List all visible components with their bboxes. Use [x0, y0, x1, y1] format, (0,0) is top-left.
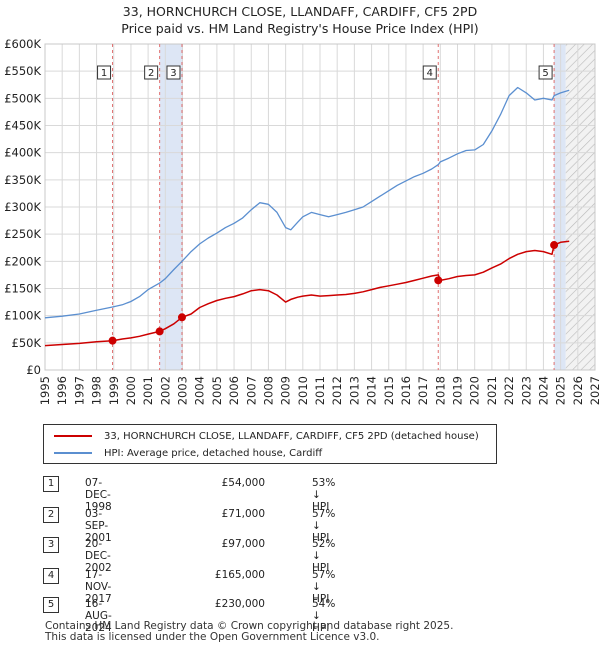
- series-line-property: [44, 240, 570, 347]
- price-chart: £0 £50K £100K £150K £200K £250K £300K £350K £400…: [4, 37, 600, 405]
- x-tick-label: 2015: [382, 376, 396, 405]
- transaction-date: 03-SEP-2001: [85, 508, 112, 544]
- legend-swatch-property: [54, 435, 92, 437]
- x-tick-label: 2026: [571, 376, 585, 405]
- sale-number-box: [97, 65, 112, 80]
- chart-title: 33, HORNCHURCH CLOSE, LLANDAFF, CARDIFF,…: [0, 3, 600, 37]
- sale-number-box: [144, 65, 159, 80]
- transaction-date: 16-AUG-2024: [85, 598, 112, 634]
- x-tick-label: 2001: [141, 376, 155, 405]
- x-tick-label: 2013: [347, 376, 361, 405]
- x-tick-label: 2004: [193, 376, 207, 405]
- x-tick-label: 2005: [210, 376, 224, 405]
- y-tick-label: £550K: [4, 64, 41, 78]
- footer-line-2: This data is licensed under the Open Gov…: [45, 631, 380, 643]
- title-line-2: Price paid vs. HM Land Registry's House …: [121, 21, 479, 36]
- legend-label-hpi: HPI: Average price, detached house, Card…: [104, 447, 323, 459]
- sale-point: [434, 276, 443, 285]
- x-tick-label: 1996: [55, 376, 69, 405]
- x-tick-label: 1998: [90, 376, 104, 405]
- x-tick-label: 2023: [519, 376, 533, 405]
- sale-point: [155, 327, 164, 336]
- x-tick-label: 2020: [468, 376, 482, 405]
- y-tick-label: £100K: [4, 309, 41, 323]
- x-tick-label: 2025: [554, 376, 568, 405]
- transaction-number: 4: [43, 568, 59, 584]
- transaction-date: 07-DEC-1998: [85, 477, 112, 513]
- transaction-number: 3: [43, 537, 59, 553]
- sale-number-label: 5: [542, 68, 548, 79]
- transaction-number: 5: [43, 597, 59, 613]
- x-tick-label: 2012: [330, 376, 344, 405]
- sale-point: [108, 336, 117, 345]
- x-tick-label: 2002: [158, 376, 172, 405]
- y-tick-label: £600K: [4, 37, 41, 51]
- x-tick-label: 2011: [313, 376, 327, 405]
- sale-point: [177, 313, 186, 322]
- sale-number-label: 4: [427, 68, 433, 79]
- transaction-hpi-diff: 54% ↓ HPI: [312, 598, 336, 634]
- legend-item-property: 33, HORNCHURCH CLOSE, LLANDAFF, CARDIFF,…: [54, 428, 479, 444]
- legend-label-property: 33, HORNCHURCH CLOSE, LLANDAFF, CARDIFF,…: [104, 430, 479, 442]
- y-tick-label: £350K: [4, 173, 41, 187]
- footer-line-1: Contains HM Land Registry data © Crown c…: [45, 620, 454, 632]
- x-tick-label: 2006: [227, 376, 241, 405]
- legend-swatch-hpi: [54, 452, 92, 454]
- transaction-hpi-diff: 52% ↓ HPI: [312, 538, 336, 574]
- x-tick-label: 1997: [72, 376, 86, 405]
- transaction-date: 20-DEC-2002: [85, 538, 112, 574]
- sale-point: [550, 241, 559, 250]
- y-tick-label: £200K: [4, 254, 41, 268]
- x-tick-label: 2018: [433, 376, 447, 405]
- y-tick-label: £50K: [12, 336, 42, 350]
- x-tick-label: 2000: [124, 376, 138, 405]
- transaction-hpi-diff: 57% ↓ HPI: [312, 569, 336, 605]
- transaction-number: 2: [43, 507, 59, 523]
- sale-number-label: 1: [101, 68, 107, 79]
- legend-item-hpi: HPI: Average price, detached house, Card…: [54, 445, 322, 461]
- series-line-hpi: [44, 86, 570, 319]
- x-tick-label: 2024: [536, 376, 550, 405]
- x-tick-label: 1999: [107, 376, 121, 405]
- transaction-price: £97,000: [221, 538, 265, 550]
- sale-number-label: 2: [148, 68, 154, 79]
- x-tick-label: 2009: [279, 376, 293, 405]
- y-tick-label: £450K: [4, 119, 41, 133]
- transaction-date: 17-NOV-2017: [85, 569, 112, 605]
- x-tick-label: 2019: [451, 376, 465, 405]
- x-tick-label: 2022: [502, 376, 516, 405]
- transaction-price: £165,000: [214, 569, 265, 581]
- sale-number-box: [166, 65, 181, 80]
- plot-frame: [44, 43, 596, 371]
- chart-legend: 33, HORNCHURCH CLOSE, LLANDAFF, CARDIFF,…: [43, 424, 497, 464]
- x-tick-label: 1995: [38, 376, 52, 405]
- y-tick-label: £300K: [4, 200, 41, 214]
- x-tick-label: 2027: [588, 376, 600, 405]
- x-tick-label: 2007: [244, 376, 258, 405]
- y-tick-label: £400K: [4, 146, 41, 160]
- transaction-price: £230,000: [214, 598, 265, 610]
- x-tick-label: 2008: [261, 376, 275, 405]
- x-tick-label: 2021: [485, 376, 499, 405]
- title-line-1: 33, HORNCHURCH CLOSE, LLANDAFF, CARDIFF,…: [122, 4, 478, 19]
- x-tick-label: 2014: [365, 376, 379, 405]
- transaction-number: 1: [43, 476, 59, 492]
- x-tick-label: 2017: [416, 376, 430, 405]
- sale-number-box: [538, 65, 553, 80]
- y-tick-label: £500K: [4, 91, 41, 105]
- x-tick-label: 2010: [296, 376, 310, 405]
- y-tick-label: £250K: [4, 227, 41, 241]
- y-tick-label: £150K: [4, 282, 41, 296]
- transaction-price: £54,000: [221, 477, 265, 489]
- transaction-hpi-diff: 53% ↓ HPI: [312, 477, 336, 513]
- y-tick-label: £0: [26, 363, 41, 377]
- footer-attribution: Contains HM Land Registry data © Crown c…: [45, 621, 453, 643]
- transaction-hpi-diff: 57% ↓ HPI: [312, 508, 336, 544]
- x-tick-label: 2003: [176, 376, 190, 405]
- sale-number-label: 3: [170, 68, 176, 79]
- sale-number-box: [422, 65, 437, 80]
- transaction-price: £71,000: [221, 508, 265, 520]
- x-tick-label: 2016: [399, 376, 413, 405]
